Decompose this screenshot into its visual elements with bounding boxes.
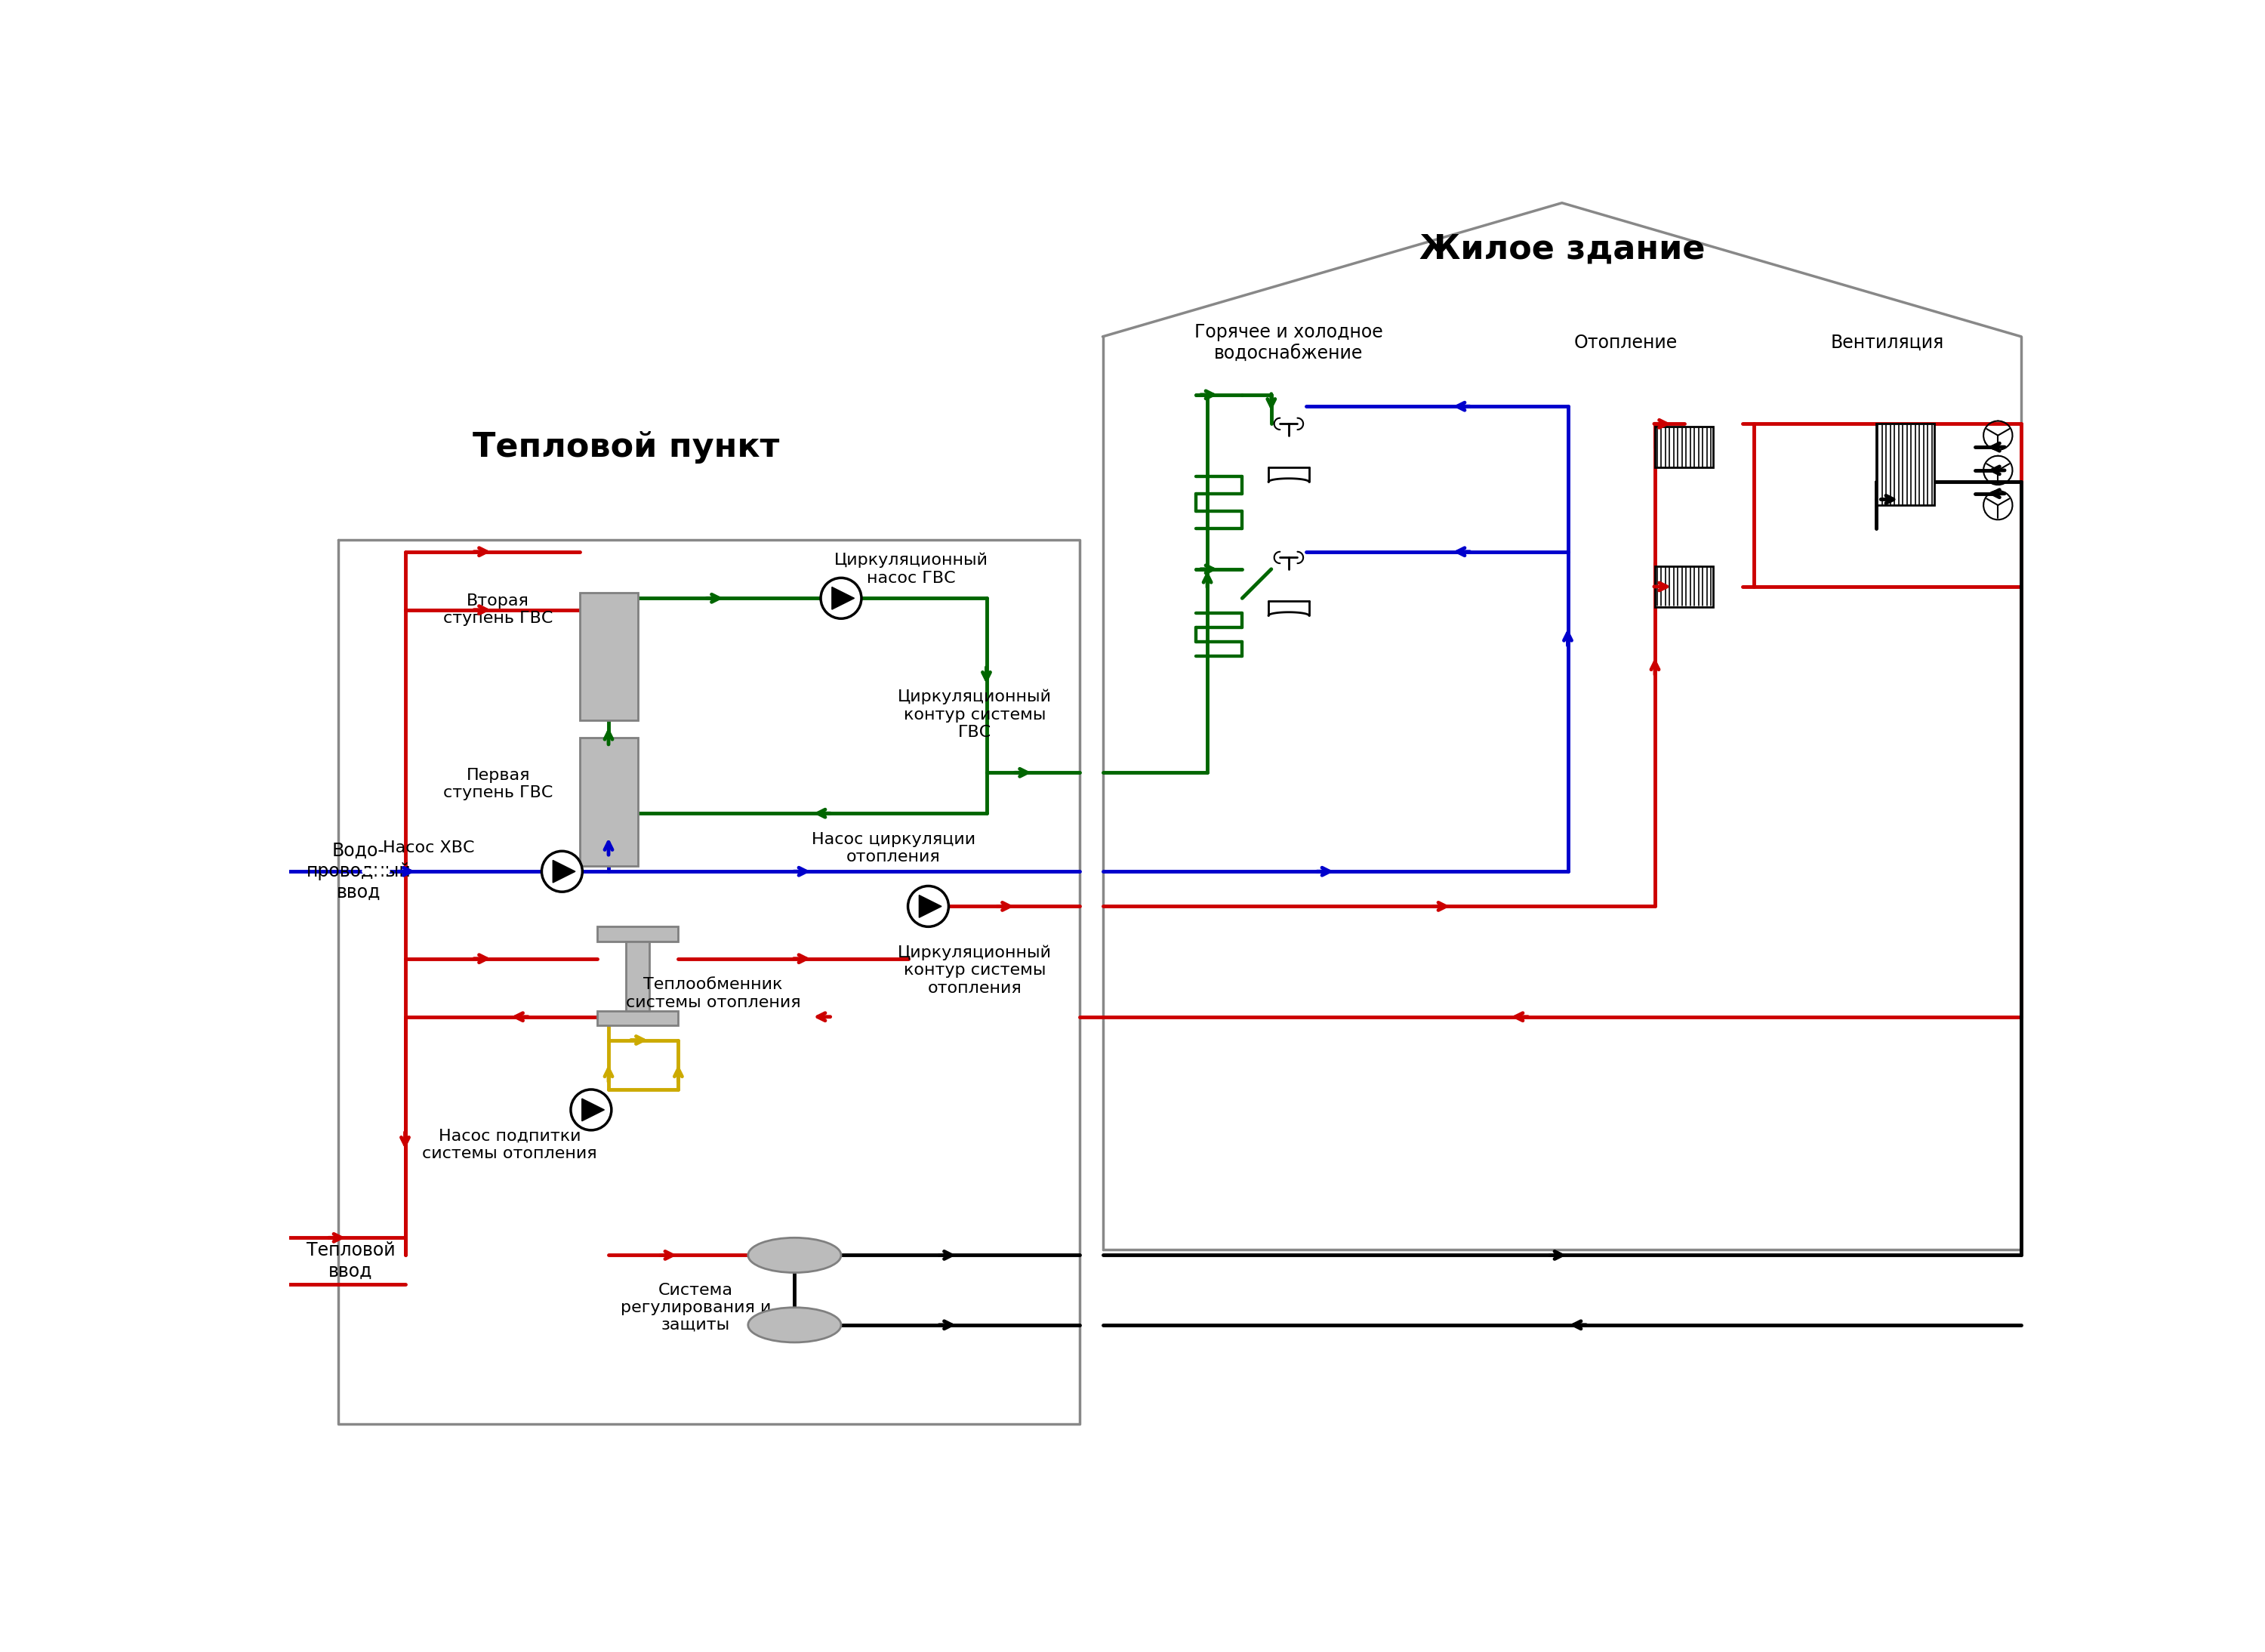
- Bar: [598, 927, 677, 942]
- Text: Тепловой пункт: Тепловой пункт: [473, 431, 779, 463]
- Polygon shape: [920, 895, 942, 917]
- Circle shape: [820, 578, 861, 618]
- Ellipse shape: [747, 1237, 840, 1272]
- Text: Вентиляция: Вентиляция: [1830, 334, 1943, 352]
- Text: Циркуляционный
контур системы
ГВС: Циркуляционный контур системы ГВС: [897, 689, 1051, 740]
- Polygon shape: [831, 586, 854, 610]
- Circle shape: [908, 885, 949, 927]
- Bar: [625, 942, 650, 1011]
- Text: Циркуляционный
контур системы
отопления: Циркуляционный контур системы отопления: [897, 945, 1051, 996]
- Text: Насос подпитки
системы отопления: Насос подпитки системы отопления: [421, 1128, 598, 1161]
- Text: Отопление: Отопление: [1574, 334, 1678, 352]
- Bar: [1875, 425, 1934, 506]
- Text: Насос циркуляции
отопления: Насос циркуляции отопления: [811, 833, 976, 864]
- Text: Первая
ступень ГВС: Первая ступень ГВС: [444, 768, 553, 801]
- Bar: [1656, 567, 1712, 606]
- Bar: [580, 593, 639, 720]
- Text: Вторая
ступень ГВС: Вторая ступень ГВС: [444, 593, 553, 626]
- Polygon shape: [582, 1099, 605, 1122]
- Text: Насос ХВС: Насос ХВС: [383, 841, 476, 856]
- Bar: [598, 1011, 677, 1026]
- Text: Тепловой
ввод: Тепловой ввод: [306, 1241, 394, 1280]
- Text: Водо-
проводный
ввод: Водо- проводный ввод: [306, 841, 410, 902]
- Text: Горячее и холодное
водоснабжение: Горячее и холодное водоснабжение: [1194, 322, 1384, 362]
- Bar: [1656, 426, 1712, 468]
- Circle shape: [571, 1089, 612, 1130]
- Text: Циркуляционный
насос ГВС: Циркуляционный насос ГВС: [834, 553, 988, 586]
- Bar: [580, 738, 639, 866]
- Circle shape: [541, 851, 582, 892]
- Ellipse shape: [747, 1307, 840, 1343]
- Polygon shape: [553, 861, 575, 882]
- Text: Жилое здание: Жилое здание: [1420, 233, 1706, 266]
- Text: Система
регулирования и
защиты: Система регулирования и защиты: [621, 1282, 770, 1333]
- Text: Теплообменник
системы отопления: Теплообменник системы отопления: [625, 978, 800, 1009]
